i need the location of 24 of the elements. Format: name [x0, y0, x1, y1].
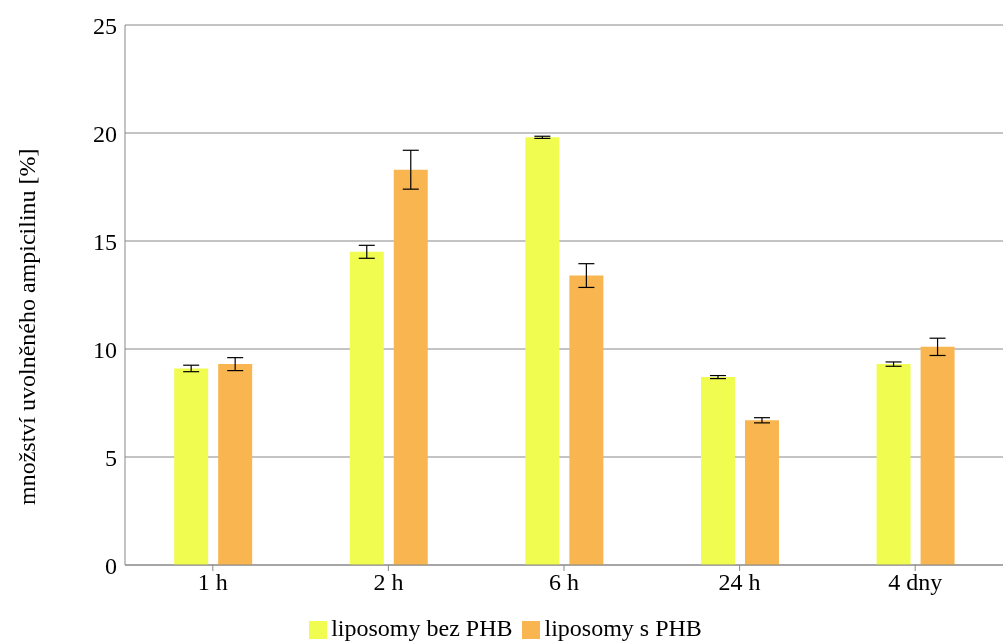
y-tick-label: 0	[105, 552, 117, 579]
bar	[700, 377, 735, 565]
x-tick-label: 1 h	[197, 569, 228, 596]
x-tick-label: 4 dny	[888, 569, 943, 596]
y-tick-label: 20	[93, 120, 117, 147]
x-tick-label: 2 h	[373, 569, 404, 596]
bar	[744, 420, 779, 565]
bar	[218, 364, 253, 565]
bar	[349, 251, 384, 565]
y-tick-label: 25	[93, 12, 117, 39]
bar	[876, 364, 911, 565]
bar	[525, 137, 560, 565]
bar	[393, 169, 428, 565]
y-tick-label: 5	[105, 444, 117, 471]
bar	[920, 346, 955, 565]
legend-label: liposomy bez PHB	[331, 615, 513, 641]
bar	[174, 368, 209, 565]
x-tick-label: 24 h	[718, 569, 761, 596]
x-tick-label: 6 h	[549, 569, 579, 596]
y-tick-label: 15	[93, 228, 117, 255]
y-tick-label: 10	[93, 336, 117, 363]
y-axis-title: množství uvolněného ampicilinu [%]	[13, 148, 40, 505]
legend-label: liposomy s PHB	[544, 615, 702, 641]
bar	[569, 275, 604, 565]
